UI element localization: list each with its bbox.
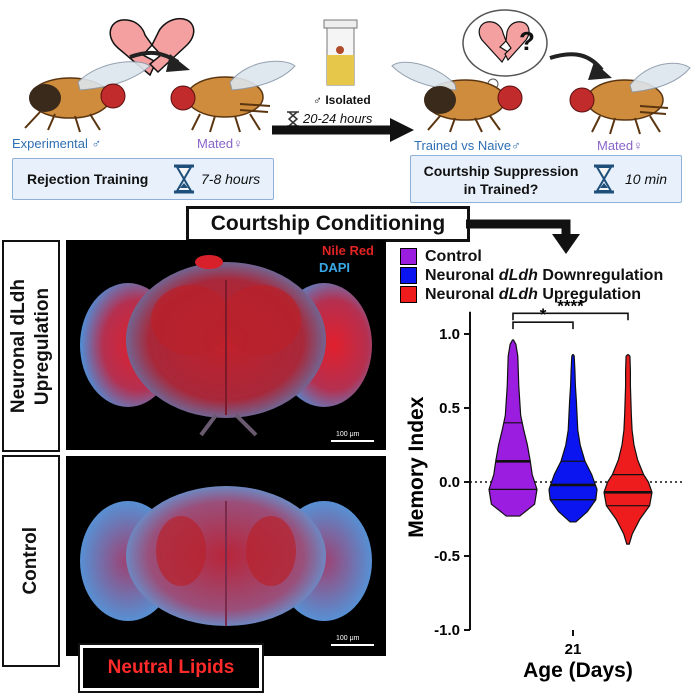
fly-icon-mated-female-left — [170, 60, 296, 133]
y-tick-label: -0.5 — [434, 548, 460, 565]
test-time: 10 min — [625, 171, 668, 187]
hourglass-icon-training — [174, 164, 194, 194]
fly-icon-experimental — [24, 61, 151, 133]
broken-heart-icon-left — [109, 17, 195, 77]
y-axis-label: Memory Index — [405, 396, 428, 538]
courtship-suppression-label-1: Courtship Suppression — [423, 163, 579, 179]
thought-bubble — [462, 9, 548, 99]
center-title: Courtship Conditioning — [186, 206, 470, 242]
brain-image-control: 100 μm — [66, 456, 386, 656]
significance-bracket — [512, 321, 574, 330]
x-tick-label: 21 — [565, 641, 582, 658]
lower-side-label: Control — [2, 455, 60, 667]
legend-item-upregulation: Neuronal dLdh Upregulation — [400, 285, 663, 304]
mated-label-left: Mated♀ — [197, 136, 243, 151]
isolation-time: 20-24 hours — [303, 111, 373, 126]
scale-bar-lower — [331, 644, 374, 646]
question-mark: ? — [519, 26, 535, 56]
training-schematic — [24, 9, 691, 142]
rejection-training-label: Rejection Training — [27, 171, 149, 187]
courtship-suppression-label-2: in Trained? — [463, 181, 539, 197]
significance-label: * — [540, 305, 547, 324]
legend: Control Neuronal dLdh Downregulation Neu… — [400, 247, 663, 304]
scale-bar-label-lower: 100 μm — [336, 635, 360, 642]
isolated-label: ♂ Isolated — [313, 93, 371, 107]
scale-bar-label-upper: 100 μm — [336, 431, 360, 438]
hourglass-icon-test — [594, 164, 614, 194]
rejection-training-time: 7-8 hours — [201, 171, 261, 187]
fly-icon-mated-female-right — [569, 62, 691, 135]
experimental-label: Experimental ♂ — [12, 136, 102, 151]
hourglass-icon-isolation — [287, 111, 299, 127]
legend-swatch-downregulation — [400, 267, 417, 284]
vial-icon — [323, 19, 358, 86]
legend-item-control: Control — [400, 247, 663, 266]
y-tick-label: 1.0 — [439, 326, 460, 343]
mated-label-right: Mated♀ — [597, 138, 643, 153]
fly-icon-trained-vs-naive — [391, 61, 523, 133]
legend-item-downregulation: Neuronal dLdh Downregulation — [400, 266, 663, 285]
y-tick-label: 0.5 — [439, 400, 460, 417]
elbow-arrow — [466, 219, 580, 254]
significance-label: **** — [557, 300, 584, 315]
neutral-lipids-label: Neutral Lipids — [78, 643, 264, 693]
scale-bar-upper — [331, 440, 374, 442]
rejection-training-box: Rejection Training 7-8 hours — [12, 158, 274, 200]
trained-vs-naive-label: Trained vs Naive♂ — [414, 138, 521, 153]
courtship-suppression-box: Courtship Suppression in Trained? 10 min — [410, 155, 682, 203]
brain-image-upregulation: Nile Red DAPI 100 μm — [66, 240, 386, 450]
y-tick-label: 0.0 — [439, 474, 460, 491]
x-axis-label: Age (Days) — [523, 659, 633, 682]
significance-bracket — [512, 312, 629, 321]
upper-side-label: Neuronal dLdh Upregulation — [2, 240, 60, 452]
y-tick-label: -1.0 — [434, 622, 460, 639]
violin-control — [488, 339, 538, 517]
violin-downregulation — [548, 354, 598, 523]
stain-label-dapi: DAPI — [318, 260, 350, 275]
legend-swatch-control — [400, 248, 417, 265]
violin-upregulation — [603, 354, 653, 545]
stain-label-nile-red: Nile Red — [321, 243, 374, 258]
legend-swatch-upregulation — [400, 286, 417, 303]
